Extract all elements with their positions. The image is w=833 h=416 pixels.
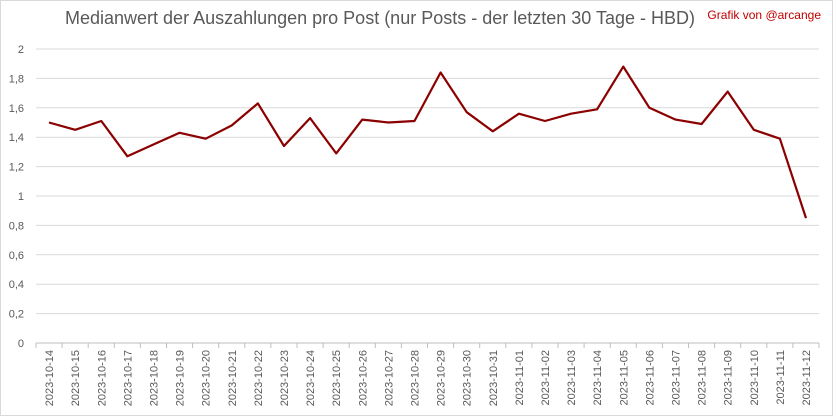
x-tick-label: 2023-11-07 xyxy=(670,350,682,405)
x-tick-label: 2023-10-16 xyxy=(96,350,108,406)
gridlines xyxy=(36,48,819,315)
x-axis-ticks: 2023-10-14 2023-10-15 2023-10-16 2023-10-17… xyxy=(44,350,813,406)
x-tick-label: 2023-10-21 xyxy=(227,350,239,406)
x-tick-label: 2023-11-02 xyxy=(540,350,552,405)
x-tick-label: 2023-11-09 xyxy=(723,350,735,405)
x-tick-label: 2023-10-28 xyxy=(409,350,421,406)
y-tick-label: 0,6 xyxy=(9,250,24,262)
x-tick-label: 2023-11-01 xyxy=(514,350,526,405)
x-tick-label: 2023-10-18 xyxy=(148,350,160,406)
x-tick-label: 2023-11-08 xyxy=(697,350,709,405)
y-tick-label: 0,8 xyxy=(9,220,24,232)
x-tick-label: 2023-10-19 xyxy=(175,350,187,406)
x-tick-label: 2023-10-23 xyxy=(279,350,291,406)
y-tick-label: 1,4 xyxy=(9,132,24,144)
chart-credit: Grafik von @arcange xyxy=(707,8,821,22)
x-axis xyxy=(35,342,820,348)
series-group xyxy=(48,65,808,219)
x-tick-label: 2023-10-31 xyxy=(488,350,500,406)
x-tick-label: 2023-11-03 xyxy=(566,350,578,405)
x-tick-label: 2023-10-27 xyxy=(383,350,395,406)
x-tick-label: 2023-10-14 xyxy=(44,350,56,406)
x-tick-label: 2023-10-30 xyxy=(462,350,474,406)
x-tick-label: 2023-11-10 xyxy=(749,350,761,405)
y-tick-label: 1,8 xyxy=(9,73,24,85)
x-tick-label: 2023-11-11 xyxy=(775,350,787,405)
x-tick-label: 2023-10-29 xyxy=(436,350,448,406)
y-tick-label: 1,2 xyxy=(9,162,24,174)
y-tick-label: 2 xyxy=(18,44,24,56)
x-tick-label: 2023-10-26 xyxy=(357,350,369,406)
x-tick-label: 2023-11-06 xyxy=(644,350,656,405)
y-tick-label: 1,6 xyxy=(9,103,24,115)
y-axis-ticks: 0 0,2 0,4 0,6 0,8 1 1,2 1,4 1,6 1,8 2 xyxy=(9,44,24,350)
x-tick-label: 2023-10-25 xyxy=(331,350,343,406)
x-tick-label: 2023-10-17 xyxy=(122,350,134,406)
y-tick-label: 1 xyxy=(18,191,24,203)
x-tick-label: 2023-11-12 xyxy=(801,350,813,405)
y-tick-label: 0,2 xyxy=(9,309,24,321)
x-tick-label: 2023-11-04 xyxy=(592,350,604,405)
x-tick-label: 2023-10-22 xyxy=(253,350,265,406)
y-tick-label: 0 xyxy=(18,338,24,350)
y-tick-label: 0,4 xyxy=(9,279,24,291)
x-tick-label: 2023-11-05 xyxy=(618,350,630,405)
x-tick-label: 2023-10-15 xyxy=(70,350,82,406)
x-tick-label: 2023-10-24 xyxy=(305,350,317,406)
series-line xyxy=(48,65,808,219)
chart-title: Medianwert der Auszahlungen pro Post (nu… xyxy=(65,8,695,28)
x-tick-label: 2023-10-20 xyxy=(201,350,213,406)
